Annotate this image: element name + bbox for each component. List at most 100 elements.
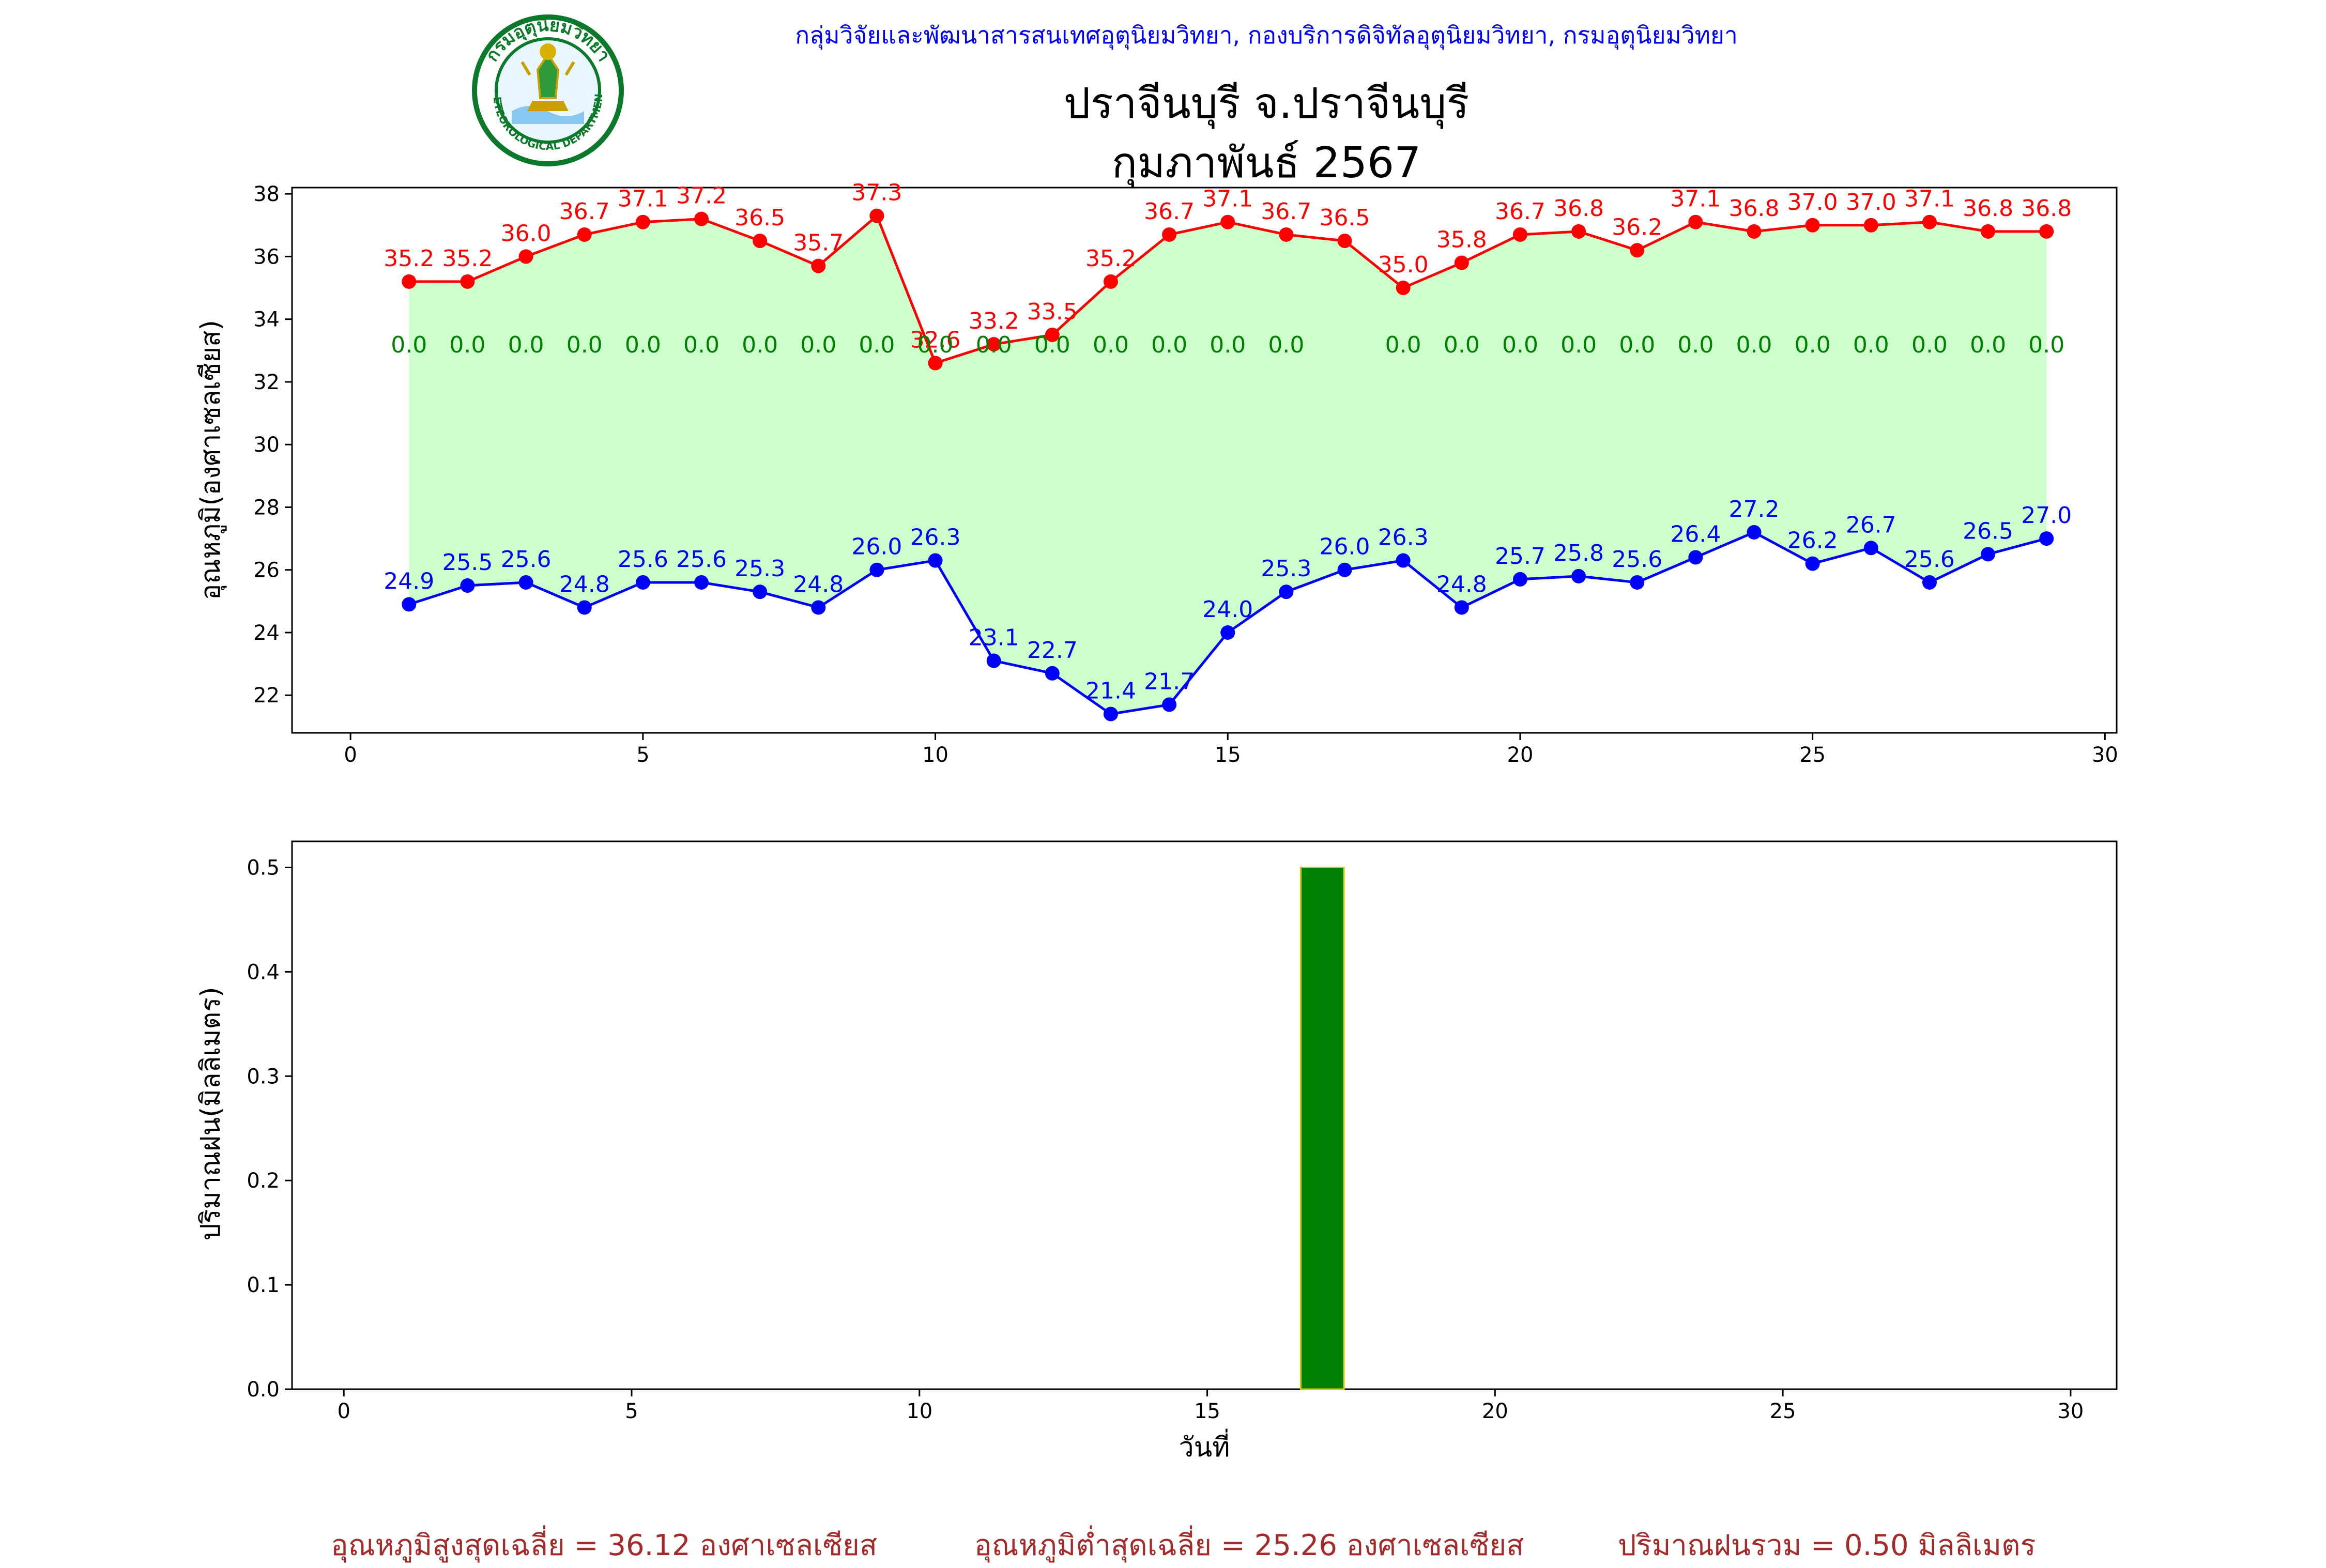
daily-rain-label: 0.0 [742, 332, 778, 358]
tmin-data-label: 24.9 [384, 568, 434, 594]
daily-rain-label: 0.0 [1853, 332, 1889, 358]
tmax-data-label: 36.8 [2021, 195, 2072, 222]
temp-y-tick-label: 36 [253, 245, 280, 269]
tmin-point [753, 585, 768, 599]
tmin-point [1396, 553, 1411, 568]
tmax-point [753, 234, 768, 249]
daily-rain-label: 0.0 [1268, 332, 1304, 358]
tmax-data-label: 36.5 [1320, 205, 1370, 231]
rain-y-tick-label: 0.3 [247, 1065, 280, 1088]
tmin-data-label: 25.6 [676, 546, 727, 573]
tmax-data-label: 37.1 [1670, 186, 1721, 212]
tmin-point [869, 562, 884, 577]
tmin-point [1337, 562, 1352, 577]
tmax-data-label: 37.0 [1846, 189, 1896, 216]
daily-rain-label: 0.0 [976, 332, 1012, 358]
daily-rain-label: 0.0 [1502, 332, 1538, 358]
tmin-point [1571, 568, 1586, 583]
rain-x-tick-label: 5 [625, 1400, 638, 1423]
tmax-point [869, 208, 884, 223]
tmax-point [1045, 327, 1060, 342]
tmax-data-label: 36.8 [1553, 195, 1604, 222]
tmax-data-label: 35.2 [442, 245, 493, 272]
daily-rain-label: 0.0 [508, 332, 544, 358]
tmin-point [1863, 541, 1878, 556]
tmax-point [1337, 234, 1352, 249]
avg-max-temp-text: อุณหภูมิสูงสุดเฉลี่ย = 36.12 องศาเซลเซีย… [331, 1529, 878, 1562]
tmin-point [811, 600, 826, 615]
rain-x-tick-label: 30 [2057, 1400, 2084, 1423]
daily-rain-label: 0.0 [1151, 332, 1187, 358]
tmin-point [1220, 625, 1235, 640]
tmax-point [986, 337, 1001, 352]
rain-bar [1300, 866, 1345, 1390]
tmax-data-label: 35.0 [1378, 252, 1429, 278]
tmax-data-label: 35.2 [384, 245, 434, 272]
rain-y-tick-label: 0.1 [247, 1273, 280, 1297]
tmin-data-label: 25.3 [1261, 556, 1311, 582]
tmax-data-label: 35.2 [1085, 245, 1136, 272]
tmax-point [635, 214, 650, 229]
daily-rain-label: 0.0 [1385, 332, 1421, 358]
summary-footer: อุณหภูมิสูงสุดเฉลี่ย = 36.12 องศาเซลเซีย… [0, 1522, 2326, 1563]
month-title: กุมภาพันธ์ 2567 [1111, 139, 1421, 188]
tmin-data-label: 26.3 [910, 525, 961, 551]
tmin-point [1630, 575, 1645, 590]
tmin-point [1747, 525, 1762, 540]
tmax-point [1162, 227, 1177, 242]
tmin-data-label: 25.6 [1904, 546, 1955, 573]
tmin-data-label: 25.5 [442, 549, 493, 576]
tmin-data-label: 25.6 [1612, 546, 1662, 573]
tmin-data-label: 26.0 [1320, 534, 1370, 560]
tmax-data-label: 36.7 [1144, 198, 1195, 225]
tmin-data-label: 23.1 [969, 625, 1019, 651]
tmax-data-label: 36.0 [501, 220, 552, 247]
temp-x-tick-label: 5 [636, 743, 649, 767]
tmin-point [986, 653, 1001, 668]
temp-x-tick-label: 25 [1799, 743, 1826, 767]
daily-rain-label: 0.0 [859, 332, 895, 358]
tmax-point [1279, 227, 1294, 242]
tmax-point [577, 227, 592, 242]
tmax-point [1454, 255, 1469, 270]
tmin-data-label: 21.4 [1085, 678, 1136, 704]
tmax-data-label: 37.0 [1787, 189, 1838, 216]
daily-rain-label: 0.0 [1034, 332, 1070, 358]
rain-x-tick-label: 15 [1194, 1400, 1220, 1423]
tmax-data-label: 33.5 [1027, 299, 1078, 325]
organization-title: กลุ่มวิจัยและพัฒนาสารสนเทศอุตุนิยมวิทยา,… [795, 21, 1738, 49]
rain-y-tick-label: 0.5 [247, 856, 280, 880]
tmin-point [635, 575, 650, 590]
tmin-data-label: 27.2 [1729, 496, 1780, 522]
tmax-point [1747, 224, 1762, 239]
tmin-point [1279, 585, 1294, 599]
temp-y-tick-label: 34 [253, 308, 280, 332]
tmin-point [1512, 572, 1527, 587]
tmin-point [2039, 531, 2054, 546]
rain-x-tick-label: 10 [906, 1400, 932, 1423]
tmin-data-label: 26.0 [851, 534, 902, 560]
daily-rain-label: 0.0 [1210, 332, 1246, 358]
tmin-point [1981, 547, 1996, 562]
rain-x-tick-label: 0 [337, 1400, 350, 1423]
tmin-data-label: 27.0 [2021, 502, 2072, 529]
tmax-point [1630, 243, 1645, 258]
tmin-data-label: 25.3 [734, 556, 785, 582]
tmin-point [460, 578, 475, 593]
rain-x-tick-label: 25 [1770, 1400, 1796, 1423]
tmax-point [1396, 281, 1411, 296]
tmax-data-label: 37.1 [618, 186, 668, 212]
tmax-data-label: 36.7 [1495, 198, 1545, 225]
tmax-data-label: 37.2 [676, 183, 727, 209]
rain-x-axis-label: วันที่ [1179, 1428, 1230, 1463]
tmin-point [1688, 550, 1703, 565]
avg-min-temp-text: อุณหภูมิต่ำสุดเฉลี่ย = 25.26 องศาเซลเซีย… [974, 1529, 1524, 1562]
tmin-data-label: 26.4 [1670, 521, 1721, 547]
temp-x-tick-label: 15 [1215, 743, 1241, 767]
tmax-data-label: 36.8 [1963, 195, 2013, 222]
tmin-data-label: 25.8 [1553, 540, 1604, 566]
temp-y-tick-label: 38 [253, 182, 280, 206]
tmax-point [1512, 227, 1527, 242]
tmin-point [1162, 697, 1177, 712]
